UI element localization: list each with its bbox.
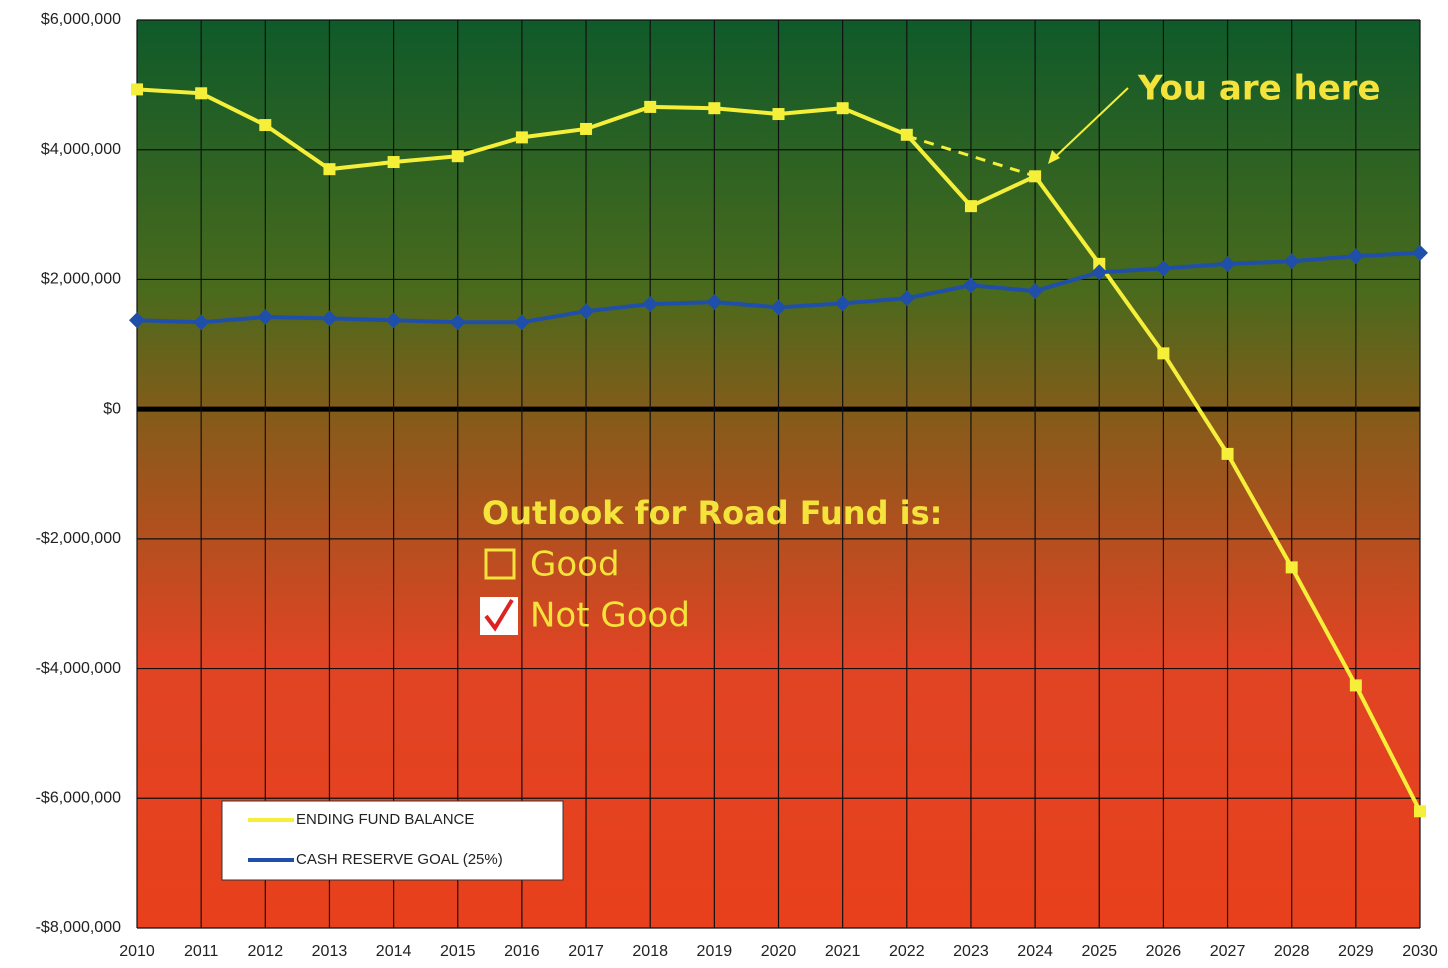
- point: [898, 290, 915, 307]
- legend-label: CASH RESERVE GOAL (25%): [296, 851, 503, 868]
- point: [1349, 679, 1362, 692]
- x-tick-label: 2013: [312, 943, 348, 960]
- arrow: [1051, 87, 1129, 161]
- x-tick-label: 2027: [1210, 943, 1246, 960]
- point: [834, 295, 851, 312]
- point: [1283, 253, 1300, 270]
- checkmark: [484, 598, 514, 632]
- point: [1157, 347, 1170, 360]
- point: [323, 163, 336, 176]
- point: [195, 87, 208, 100]
- y-tick-label: -$8,000,000: [36, 919, 122, 936]
- x-tick-label: 2029: [1338, 943, 1374, 960]
- point: [580, 122, 593, 135]
- point: [644, 100, 657, 113]
- point: [257, 309, 274, 326]
- y-tick-label: -$2,000,000: [36, 530, 122, 547]
- x-tick-label: 2022: [889, 943, 925, 960]
- checkbox: [484, 548, 516, 580]
- point: [1347, 248, 1364, 265]
- y-tick-label: $6,000,000: [41, 11, 121, 28]
- point: [129, 312, 145, 329]
- legend: [221, 800, 564, 881]
- point: [1091, 264, 1108, 281]
- x-tick-label: 2024: [1017, 943, 1053, 960]
- point: [836, 102, 849, 115]
- point: [449, 314, 466, 331]
- point: [1093, 257, 1106, 270]
- x-tick-label: 2016: [504, 943, 540, 960]
- projection-dash: [906, 134, 1039, 179]
- point: [259, 119, 272, 132]
- annotation: You are here: [1137, 69, 1381, 109]
- y-tick-label: -$4,000,000: [36, 660, 122, 677]
- point: [1219, 255, 1236, 272]
- x-tick-label: 2026: [1146, 943, 1182, 960]
- point: [1027, 283, 1044, 300]
- point: [193, 314, 210, 331]
- point: [900, 128, 913, 141]
- x-tick-label: 2012: [248, 943, 284, 960]
- annotation: Not Good: [530, 596, 690, 636]
- x-tick-label: 2025: [1081, 943, 1117, 960]
- point: [321, 310, 338, 327]
- x-tick-label: 2023: [953, 943, 989, 960]
- x-tick-label: 2011: [184, 943, 219, 960]
- point: [1221, 447, 1234, 460]
- point: [451, 150, 464, 163]
- x-tick-label: 2030: [1402, 943, 1438, 960]
- y-tick-label: $2,000,000: [41, 271, 121, 288]
- annotation: Good: [530, 545, 620, 585]
- point: [1285, 561, 1298, 574]
- point: [770, 299, 787, 316]
- annotation: Outlook for Road Fund is:: [482, 494, 942, 532]
- x-tick-label: 2019: [697, 943, 733, 960]
- x-tick-label: 2018: [632, 943, 668, 960]
- x-tick-label: 2017: [568, 943, 604, 960]
- y-tick-label: $4,000,000: [41, 141, 121, 158]
- point: [708, 102, 721, 115]
- x-tick-label: 2028: [1274, 943, 1310, 960]
- y-tick-label: -$6,000,000: [36, 790, 122, 807]
- point: [385, 312, 402, 329]
- point: [962, 277, 979, 294]
- x-tick-label: 2020: [761, 943, 797, 960]
- point: [642, 296, 659, 313]
- point: [706, 294, 723, 311]
- y-tick-label: $0: [103, 400, 121, 417]
- point: [964, 200, 977, 213]
- legend-label: ENDING FUND BALANCE: [296, 811, 474, 828]
- x-tick-label: 2015: [440, 943, 476, 960]
- point: [578, 303, 595, 320]
- point: [131, 83, 143, 96]
- point: [772, 108, 785, 121]
- point: [513, 314, 530, 331]
- point: [1155, 260, 1172, 277]
- point: [515, 131, 528, 144]
- x-tick-label: 2014: [376, 943, 412, 960]
- point: [1414, 805, 1426, 818]
- point: [1412, 244, 1428, 261]
- arrow-head: [1048, 150, 1060, 164]
- x-tick-label: 2021: [825, 943, 861, 960]
- point: [387, 156, 400, 169]
- x-tick-label: 2010: [119, 943, 155, 960]
